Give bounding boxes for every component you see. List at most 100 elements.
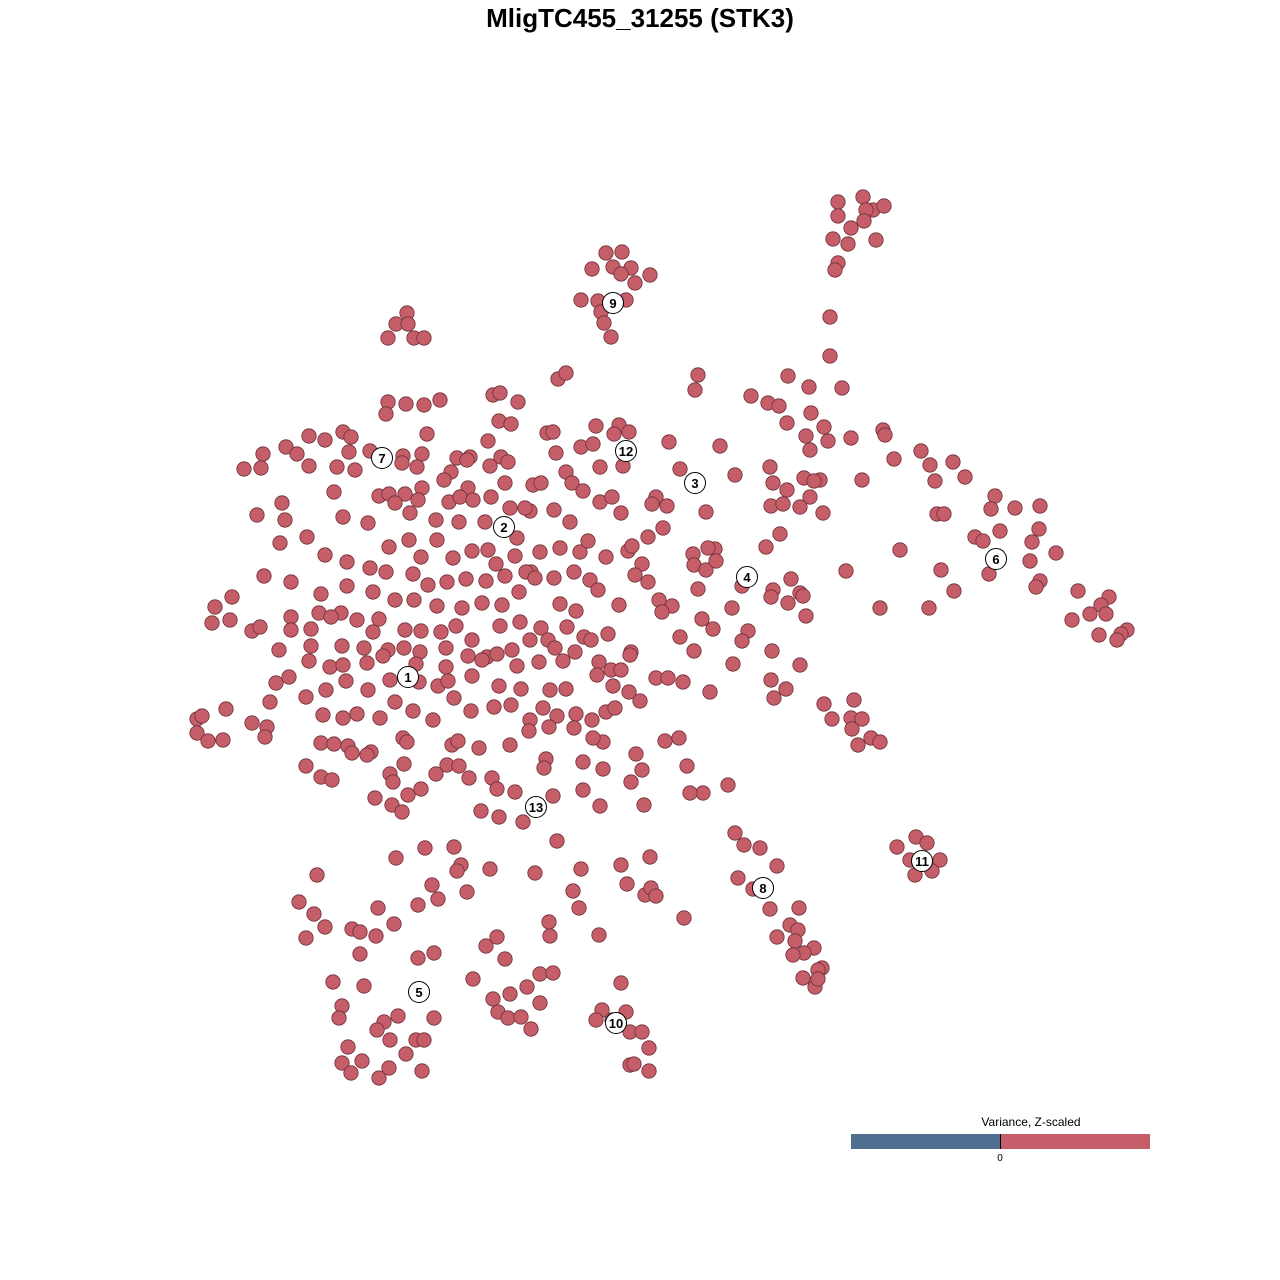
data-point bbox=[352, 946, 368, 962]
data-point bbox=[298, 689, 314, 705]
data-point bbox=[409, 459, 425, 475]
data-point bbox=[257, 729, 273, 745]
data-point bbox=[564, 475, 580, 491]
data-point bbox=[497, 951, 513, 967]
data-point bbox=[268, 675, 284, 691]
data-point bbox=[341, 444, 357, 460]
data-point bbox=[613, 662, 629, 678]
data-point bbox=[359, 747, 375, 763]
data-point bbox=[303, 638, 319, 654]
data-point bbox=[595, 761, 611, 777]
data-point bbox=[340, 1039, 356, 1055]
data-point bbox=[317, 919, 333, 935]
data-point bbox=[532, 966, 548, 982]
data-point bbox=[659, 498, 675, 514]
data-point bbox=[339, 554, 355, 570]
data-point bbox=[946, 583, 962, 599]
data-point bbox=[621, 684, 637, 700]
data-point bbox=[641, 1040, 657, 1056]
data-point bbox=[856, 213, 872, 229]
data-point bbox=[580, 533, 596, 549]
data-point bbox=[547, 640, 563, 656]
data-point bbox=[573, 861, 589, 877]
data-point bbox=[816, 419, 832, 435]
data-point bbox=[478, 573, 494, 589]
data-point bbox=[388, 850, 404, 866]
data-point bbox=[945, 454, 961, 470]
data-point bbox=[400, 316, 416, 332]
data-point bbox=[335, 710, 351, 726]
data-point bbox=[619, 876, 635, 892]
data-point bbox=[429, 532, 445, 548]
data-point bbox=[419, 426, 435, 442]
data-point bbox=[291, 894, 307, 910]
data-point bbox=[416, 330, 432, 346]
cluster-label-badge bbox=[752, 877, 774, 899]
cluster-label-text: 10 bbox=[609, 1016, 623, 1031]
data-point bbox=[298, 758, 314, 774]
cluster-label-text: 11 bbox=[915, 854, 929, 869]
data-point bbox=[816, 696, 832, 712]
data-point bbox=[623, 774, 639, 790]
data-point bbox=[736, 837, 752, 853]
data-point bbox=[500, 454, 516, 470]
data-point bbox=[600, 626, 616, 642]
data-point bbox=[446, 839, 462, 855]
data-point bbox=[347, 462, 363, 478]
cluster-label-badge bbox=[684, 472, 706, 494]
data-point bbox=[549, 708, 565, 724]
data-point bbox=[802, 442, 818, 458]
data-point bbox=[405, 566, 421, 582]
data-point bbox=[378, 406, 394, 422]
data-point bbox=[700, 540, 716, 556]
data-point bbox=[200, 733, 216, 749]
cluster-label-text: 8 bbox=[759, 881, 766, 896]
data-point bbox=[416, 397, 432, 413]
data-point bbox=[386, 916, 402, 932]
data-point bbox=[218, 701, 234, 717]
data-point bbox=[702, 684, 718, 700]
data-point bbox=[672, 461, 688, 477]
data-point bbox=[698, 504, 714, 520]
data-point bbox=[387, 694, 403, 710]
data-point bbox=[502, 737, 518, 753]
data-point bbox=[492, 385, 508, 401]
data-point bbox=[482, 458, 498, 474]
data-point bbox=[298, 930, 314, 946]
data-point bbox=[433, 624, 449, 640]
data-point bbox=[787, 933, 803, 949]
data-point bbox=[326, 484, 342, 500]
data-point bbox=[877, 427, 893, 443]
data-point bbox=[224, 589, 240, 605]
data-point bbox=[402, 505, 418, 521]
data-point bbox=[278, 439, 294, 455]
data-point bbox=[766, 690, 782, 706]
data-point bbox=[785, 947, 801, 963]
data-point bbox=[527, 865, 543, 881]
data-point bbox=[725, 656, 741, 672]
data-point bbox=[769, 929, 785, 945]
data-point bbox=[396, 640, 412, 656]
data-point bbox=[548, 445, 564, 461]
data-point bbox=[644, 496, 660, 512]
data-point bbox=[566, 720, 582, 736]
data-point bbox=[397, 486, 413, 502]
data-point bbox=[815, 505, 831, 521]
data-point bbox=[1048, 545, 1064, 561]
data-point bbox=[368, 928, 384, 944]
data-point bbox=[194, 708, 210, 724]
data-point bbox=[690, 367, 706, 383]
data-point bbox=[606, 426, 622, 442]
data-point bbox=[400, 787, 416, 803]
cluster-label-9: 9 bbox=[602, 292, 624, 314]
data-point bbox=[535, 700, 551, 716]
data-point bbox=[695, 785, 711, 801]
data-point bbox=[1007, 500, 1023, 516]
data-point bbox=[385, 774, 401, 790]
data-point bbox=[571, 900, 587, 916]
data-point bbox=[588, 1012, 604, 1028]
data-point bbox=[398, 396, 414, 412]
data-point bbox=[513, 1009, 529, 1025]
data-point bbox=[334, 638, 350, 654]
